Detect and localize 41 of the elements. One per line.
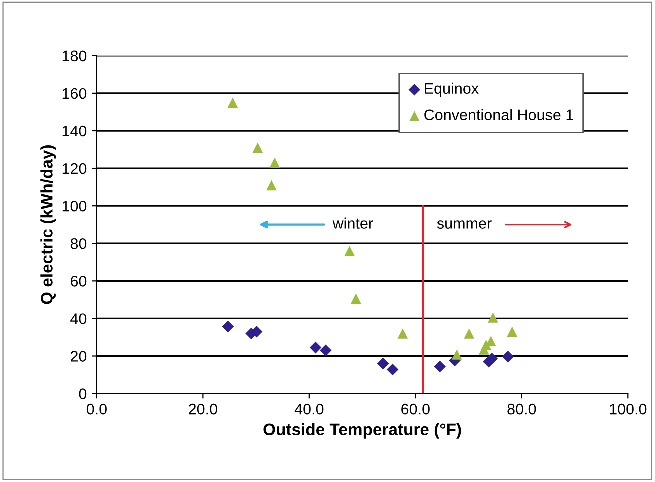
y-tick-label: 0 xyxy=(79,388,87,400)
point xyxy=(228,98,238,108)
point xyxy=(386,364,399,376)
point xyxy=(502,350,514,363)
point xyxy=(398,328,408,339)
point xyxy=(310,342,322,354)
point xyxy=(266,180,277,191)
point xyxy=(320,344,332,357)
point xyxy=(252,142,264,154)
y-tick-label: 40 xyxy=(70,314,87,324)
legend-label: Equinox xyxy=(425,82,479,98)
y-axis-title: Q electric (kWh/day) xyxy=(40,146,56,304)
point xyxy=(488,312,498,323)
x-tick-label: 100.0 xyxy=(610,404,647,415)
point xyxy=(434,360,446,373)
y-tick-label: 180 xyxy=(62,50,87,62)
x-axis-title: Outside Temperature (°F) xyxy=(264,423,462,439)
y-tick-label: 140 xyxy=(62,126,87,137)
y-tick-label: 120 xyxy=(62,163,87,174)
annotation: summer xyxy=(437,220,492,229)
annotation: winter xyxy=(332,218,374,229)
point xyxy=(486,352,498,365)
x-tick-label: 80.0 xyxy=(508,404,536,415)
y-tick-label: 20 xyxy=(70,351,87,362)
x-tick-label: 20.0 xyxy=(189,404,218,415)
x-tick-label: 0.0 xyxy=(86,404,107,415)
point xyxy=(464,328,474,339)
y-tick-label: 100 xyxy=(62,200,87,212)
y-tick-label: 60 xyxy=(71,276,87,287)
x-tick-label: 60.0 xyxy=(402,404,430,415)
y-tick-label: 80 xyxy=(70,238,87,250)
legend-label: Conventional House 1 xyxy=(424,109,574,121)
point xyxy=(222,320,234,333)
point xyxy=(452,350,462,360)
y-tick-label: 160 xyxy=(62,88,87,100)
point xyxy=(507,326,518,337)
point xyxy=(344,246,355,256)
point xyxy=(351,294,362,304)
point xyxy=(377,358,390,370)
point xyxy=(270,158,280,168)
x-tick-label: 40.0 xyxy=(294,404,324,415)
